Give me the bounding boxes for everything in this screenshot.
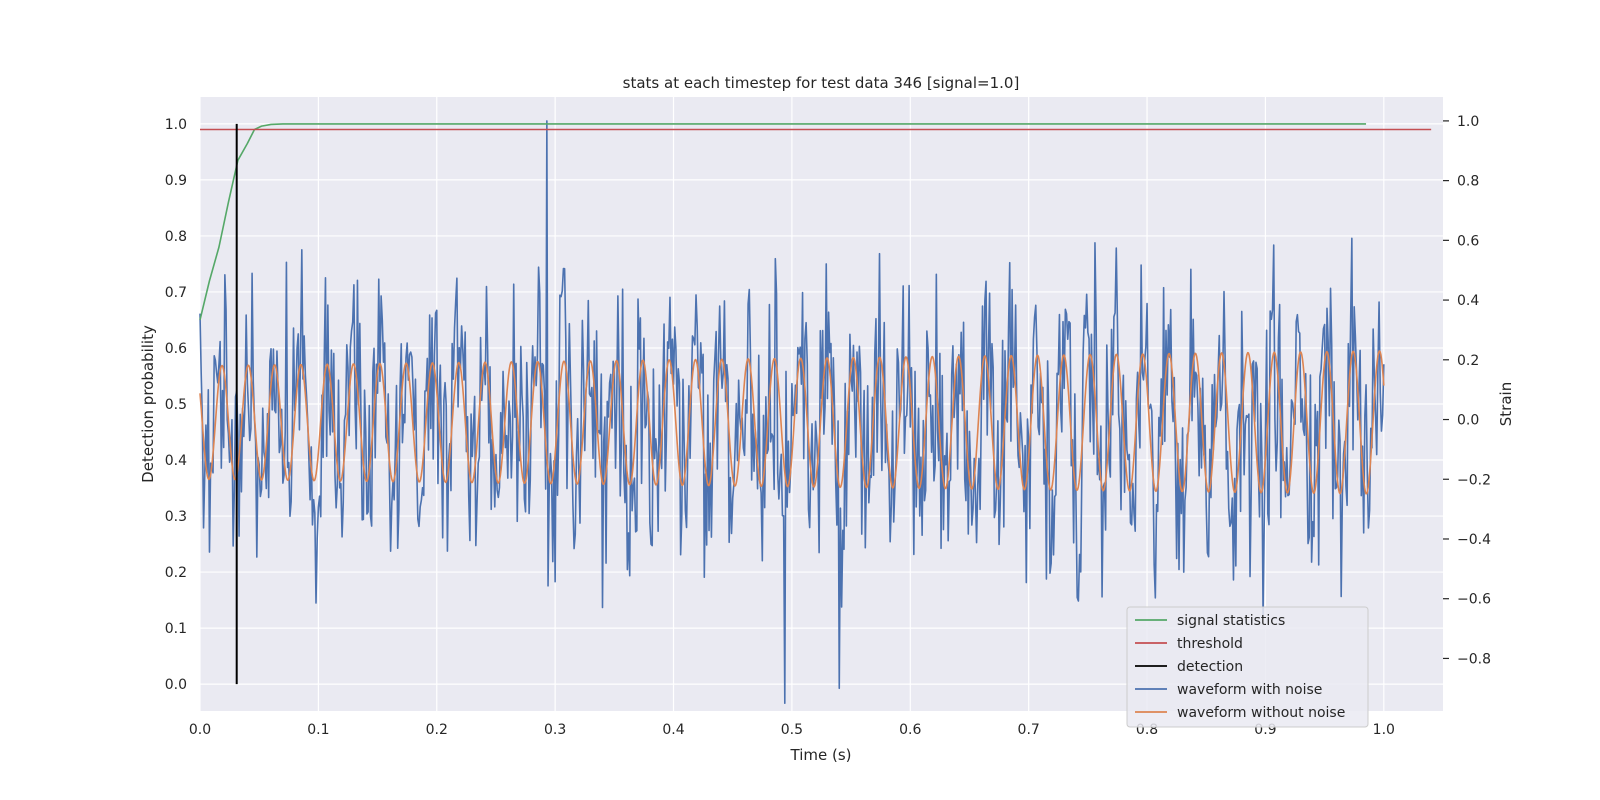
y-right-tick-label: 0.0 [1457, 413, 1479, 429]
chart-title: stats at each timestep for test data 346… [623, 74, 1020, 92]
y-tick-label: 0.4 [165, 453, 187, 469]
series-waveform-without-noise [199, 350, 1385, 495]
series-layer [199, 120, 1432, 705]
y-right-tick-label: 1.0 [1457, 114, 1479, 130]
y-tick-label: 0.0 [165, 677, 187, 693]
right-axis-ticks: 1.0 0.8 0.6 0.4 0.2 0.0 −0.2 −0.4 −0.6 −0.8 [1443, 114, 1491, 667]
y-tick-label: 0.1 [165, 621, 187, 637]
y-axis-right-label: Strain [1497, 382, 1515, 426]
y-right-tick-label: −0.6 [1457, 592, 1491, 608]
y-tick-label: 0.2 [165, 565, 187, 581]
x-tick-label: 0.1 [307, 722, 329, 738]
y-right-tick-label: −0.8 [1457, 651, 1491, 667]
x-tick-label: 0.5 [781, 722, 803, 738]
y-tick-label: 0.6 [165, 341, 187, 357]
legend: signal statistics threshold detection wavef… [1126, 606, 1369, 728]
y-right-tick-label: 0.8 [1457, 174, 1479, 190]
y-tick-label: 0.3 [165, 509, 187, 525]
x-tick-label: 0.3 [544, 722, 566, 738]
legend-label: waveform with noise [1177, 682, 1322, 698]
x-tick-label: 0.4 [662, 722, 684, 738]
y-tick-label: 0.9 [165, 173, 187, 189]
x-tick-label: 0.0 [189, 722, 211, 738]
y-right-tick-label: −0.4 [1457, 532, 1491, 548]
y-axis-label: Detection probability [139, 325, 157, 483]
x-tick-label: 1.0 [1373, 722, 1395, 738]
series-waveform-with-noise [199, 120, 1385, 705]
x-tick-label: 0.6 [899, 722, 921, 738]
y-tick-label: 1.0 [165, 117, 187, 133]
series-signal-statistics [199, 123, 1367, 321]
y-right-tick-label: 0.6 [1457, 233, 1479, 249]
y-tick-label: 0.5 [165, 397, 187, 413]
legend-label: waveform without noise [1177, 705, 1345, 721]
y-tick-label: 0.8 [165, 229, 187, 245]
left-axis-ticks: 0.0 0.1 0.2 0.3 0.4 0.5 0.6 0.7 0.8 0.9 1.0 [165, 117, 187, 693]
x-axis-label: Time (s) [790, 746, 852, 764]
x-tick-label: 0.7 [1018, 722, 1040, 738]
x-tick-label: 0.2 [426, 722, 448, 738]
legend-label: threshold [1177, 636, 1243, 652]
y-right-tick-label: −0.2 [1457, 472, 1491, 488]
legend-box [1126, 606, 1369, 728]
bottom-axis-ticks: 0.0 0.1 0.2 0.3 0.4 0.5 0.6 0.7 0.8 0.9 1.0 [189, 722, 1395, 738]
legend-label: signal statistics [1177, 613, 1285, 629]
y-right-tick-label: 0.4 [1457, 293, 1479, 309]
y-right-tick-label: 0.2 [1457, 353, 1479, 369]
y-tick-label: 0.7 [165, 285, 187, 301]
legend-label: detection [1177, 659, 1243, 675]
